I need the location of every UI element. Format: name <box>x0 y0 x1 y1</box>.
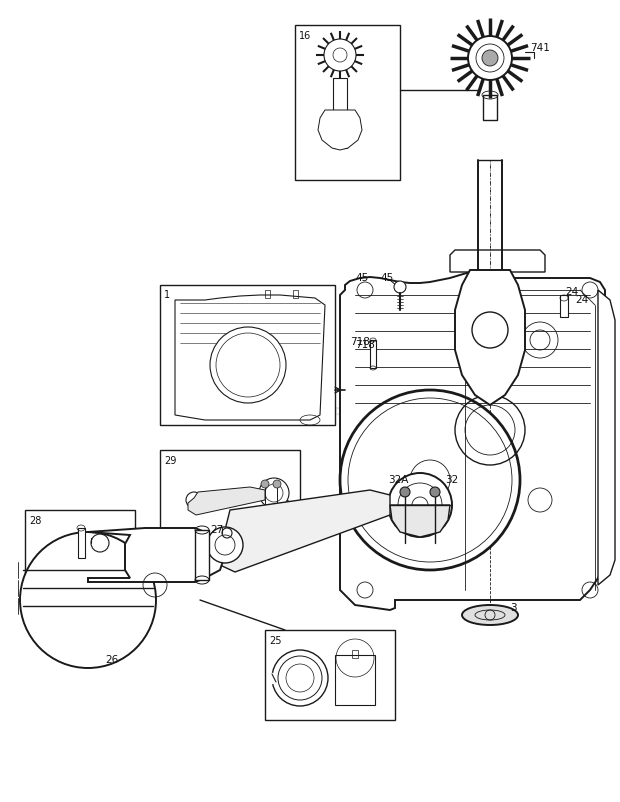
Text: 3: 3 <box>510 603 516 613</box>
Text: 45: 45 <box>355 273 368 283</box>
Ellipse shape <box>462 605 518 625</box>
Bar <box>265 290 270 298</box>
Polygon shape <box>175 295 325 420</box>
Circle shape <box>20 532 156 668</box>
Bar <box>352 650 358 658</box>
Text: 1: 1 <box>164 290 170 300</box>
Circle shape <box>207 527 243 563</box>
Circle shape <box>259 478 289 508</box>
Circle shape <box>210 327 286 403</box>
Polygon shape <box>340 272 605 610</box>
Circle shape <box>261 480 269 488</box>
Text: 25: 25 <box>269 636 281 646</box>
Polygon shape <box>390 505 450 537</box>
Text: 27: 27 <box>210 525 223 535</box>
Polygon shape <box>188 487 265 515</box>
Bar <box>160 450 300 535</box>
Polygon shape <box>455 270 525 405</box>
Circle shape <box>388 473 452 537</box>
Text: 32A: 32A <box>388 475 409 485</box>
Bar <box>78 528 85 558</box>
Text: 718: 718 <box>355 340 375 350</box>
Text: 16: 16 <box>299 31 311 41</box>
Circle shape <box>482 50 498 66</box>
Circle shape <box>400 487 410 497</box>
Circle shape <box>340 390 520 570</box>
Text: 28: 28 <box>29 516 42 526</box>
Text: 718: 718 <box>350 337 370 347</box>
Polygon shape <box>88 528 225 582</box>
Text: 45: 45 <box>380 273 393 283</box>
Text: 741: 741 <box>530 43 550 53</box>
Text: 29: 29 <box>164 456 176 466</box>
Circle shape <box>430 487 440 497</box>
Bar <box>560 295 568 317</box>
Bar <box>295 25 400 180</box>
Bar <box>483 95 497 120</box>
Circle shape <box>273 480 281 488</box>
Text: 32: 32 <box>445 475 458 485</box>
Text: 24: 24 <box>565 287 578 297</box>
Circle shape <box>394 281 406 293</box>
Polygon shape <box>215 490 390 572</box>
Circle shape <box>472 312 508 348</box>
Text: 24: 24 <box>575 295 588 305</box>
Text: 26: 26 <box>105 655 118 665</box>
Bar <box>265 630 395 720</box>
Bar <box>25 510 135 580</box>
Text: eReplacementParts.com: eReplacementParts.com <box>187 406 433 424</box>
Bar <box>160 285 335 425</box>
Bar <box>335 655 375 705</box>
Bar <box>195 530 209 580</box>
Bar <box>333 78 347 148</box>
Polygon shape <box>598 290 615 585</box>
Circle shape <box>186 492 202 508</box>
Bar <box>293 290 298 298</box>
Bar <box>370 340 376 368</box>
Polygon shape <box>450 250 545 272</box>
Circle shape <box>272 650 328 706</box>
Polygon shape <box>318 110 362 150</box>
